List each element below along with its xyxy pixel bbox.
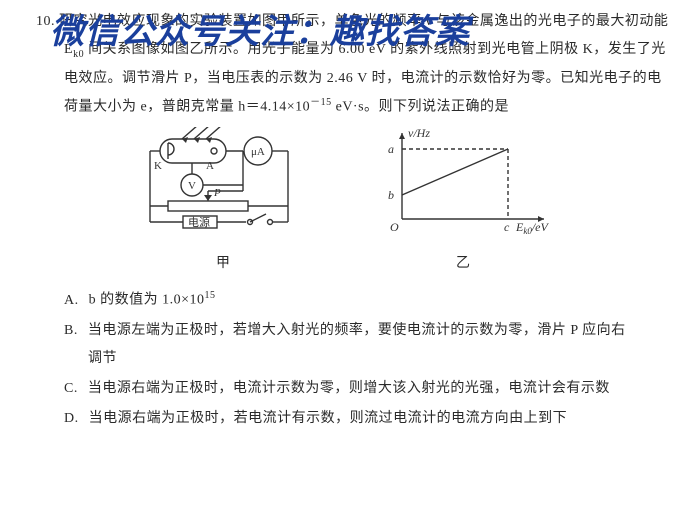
label-A: A [206,160,214,172]
watermark-overlay: 微信公众号关注：趣找答案 [50,0,470,66]
figure-graph: ν/Hz Ek0/eV a b c O 乙 [368,127,558,278]
option-D: D. 当电源右端为正极时，若电流计有示数，则流过电流计的电流方向由上到下 [64,405,678,433]
option-letter: A. [64,293,79,308]
label-K: K [154,160,162,172]
option-letter: B. [64,323,78,338]
option-C: C. 当电源右端为正极时，电流计示数为零，则增大该入射光的光强，电流计会有示数 [64,375,678,403]
pt-O: O [390,220,399,234]
option-A: A. b 的数值为 1.0×1015 [64,286,678,315]
circuit-svg: K A μA V P 电源 [138,127,308,237]
figures-row: K A μA V P 电源 甲 [18,127,678,278]
label-uA: μA [251,146,265,158]
label-src: 电源 [188,215,210,229]
option-B: B. 当电源左端为正极时，若增大入射光的频率，要使电流计的示数为零，滑片 P 应… [64,317,678,373]
pt-c: c [504,220,510,234]
pt-b: b [388,188,394,202]
options: A. b 的数值为 1.0×1015 B. 当电源左端为正极时，若增大入射光的频… [18,286,678,433]
fig-label-2: 乙 [368,250,558,278]
option-letter: C. [64,381,78,396]
label-P: P [213,187,221,199]
option-letter: D. [64,411,79,426]
fig-label-1: 甲 [138,250,308,278]
figure-circuit: K A μA V P 电源 甲 [138,127,308,278]
axis-y: ν/Hz [408,127,430,140]
axis-x: Ek0/eV [515,220,550,236]
pt-a: a [388,142,394,156]
graph-svg: ν/Hz Ek0/eV a b c O [368,127,558,237]
label-V: V [188,180,196,192]
